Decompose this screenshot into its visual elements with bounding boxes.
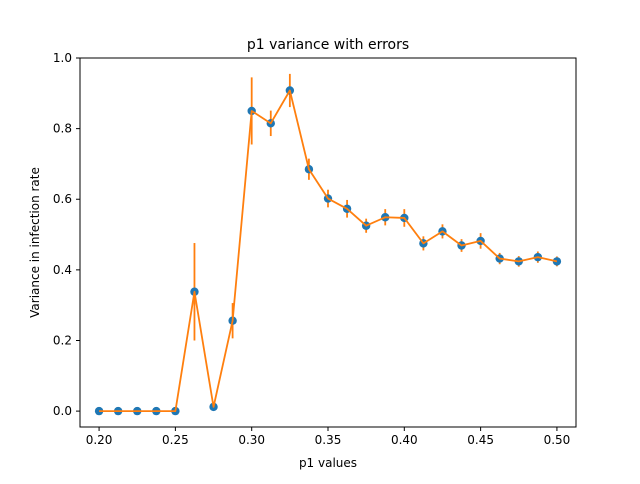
x-tick-label: 0.30 (238, 433, 265, 447)
plot-area (80, 58, 576, 427)
data-point (552, 257, 562, 266)
y-tick-label: 1.0 (53, 51, 72, 65)
y-axis: 0.0 0.2 0.4 0.6 0.8 1.0 (53, 51, 80, 418)
x-tick-label: 0.40 (391, 433, 418, 447)
data-point (94, 406, 104, 416)
y-tick-label: 0.8 (53, 122, 72, 136)
x-tick-label: 0.50 (544, 433, 571, 447)
x-tick-label: 0.20 (86, 433, 113, 447)
x-tick-label: 0.25 (162, 433, 189, 447)
y-tick-label: 0.6 (53, 192, 72, 206)
y-tick-label: 0.4 (53, 263, 72, 277)
y-tick-label: 0.0 (53, 404, 72, 418)
series-layer (94, 73, 562, 416)
x-axis-label: p1 values (299, 456, 357, 470)
series-line (99, 89, 558, 413)
x-axis: 0.20 0.25 0.30 0.35 0.40 0.45 0.50 (86, 427, 571, 447)
chart-title: p1 variance with errors (247, 37, 409, 53)
y-tick-label: 0.2 (53, 333, 72, 347)
x-tick-label: 0.45 (467, 433, 494, 447)
y-axis-label: Variance in infection rate (28, 167, 42, 318)
x-tick-label: 0.35 (315, 433, 342, 447)
